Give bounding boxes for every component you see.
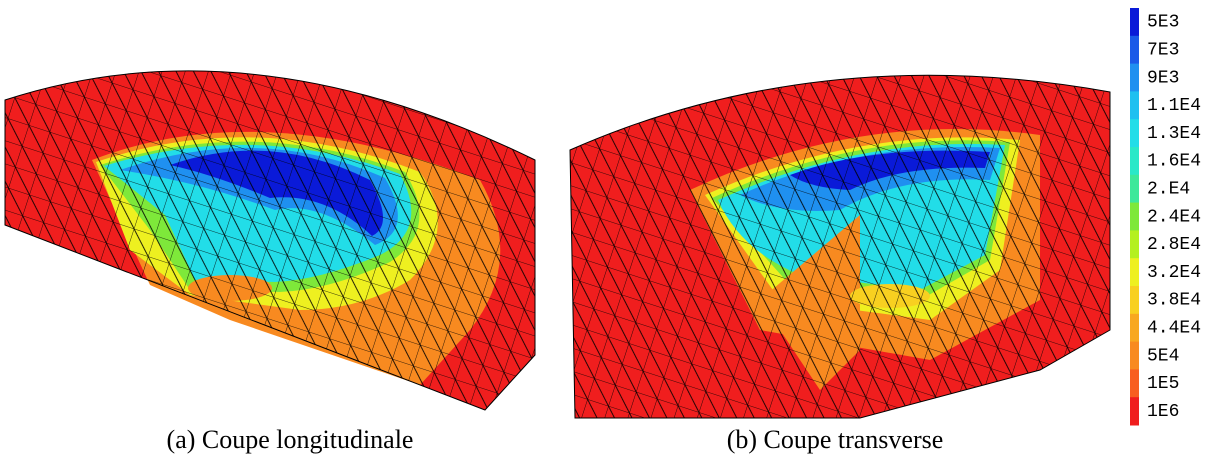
colorbar-swatch — [1130, 230, 1139, 259]
colorbar-label: 1.1E4 — [1147, 96, 1201, 116]
colorbar-swatch — [1130, 258, 1139, 287]
colorbar-label: 2.E4 — [1147, 179, 1190, 199]
colorbar-label: 1.6E4 — [1147, 152, 1201, 172]
colorbar-swatch — [1130, 313, 1139, 343]
caption: (b) Coupe transverse — [727, 425, 944, 454]
colorbar-label: 7E3 — [1147, 40, 1179, 60]
colorbar-swatch — [1130, 8, 1139, 37]
colorbar-swatch — [1130, 202, 1139, 231]
colorbar-swatch — [1130, 174, 1139, 204]
colorbar-swatch — [1130, 35, 1139, 65]
colorbar-label: 2.4E4 — [1147, 207, 1201, 227]
colorbar: 5E3 7E3 9E3 1.1E4 1.3E4 1.6E4 2.E4 2.4E4 2.8E4 3.… — [1130, 8, 1201, 426]
colorbar-swatch — [1130, 369, 1139, 398]
colorbar-label: 1E6 — [1147, 402, 1179, 422]
colorbar-label: 9E3 — [1147, 68, 1179, 88]
colorbar-label: 5E3 — [1147, 13, 1179, 33]
colorbar-label: 3.8E4 — [1147, 291, 1201, 311]
mesh-a — [4, 70, 536, 411]
mesh-b — [569, 74, 1111, 419]
colorbar-swatch — [1130, 397, 1139, 426]
colorbar-swatch — [1130, 147, 1139, 176]
colorbar-swatch — [1130, 341, 1139, 370]
caption: (a) Coupe longitudinale — [167, 425, 414, 454]
colorbar-label: 1.3E4 — [1147, 124, 1201, 144]
colorbar-swatch — [1130, 286, 1139, 315]
colorbar-label: 5E4 — [1147, 346, 1179, 366]
colorbar-swatch — [1130, 119, 1139, 148]
colorbar-label: 4.4E4 — [1147, 318, 1201, 338]
colorbar-label: 2.8E4 — [1147, 235, 1201, 255]
colorbar-label: 3.2E4 — [1147, 263, 1201, 283]
colorbar-swatch — [1130, 91, 1139, 120]
colorbar-swatch — [1130, 63, 1139, 92]
colorbar-label: 1E5 — [1147, 374, 1179, 394]
